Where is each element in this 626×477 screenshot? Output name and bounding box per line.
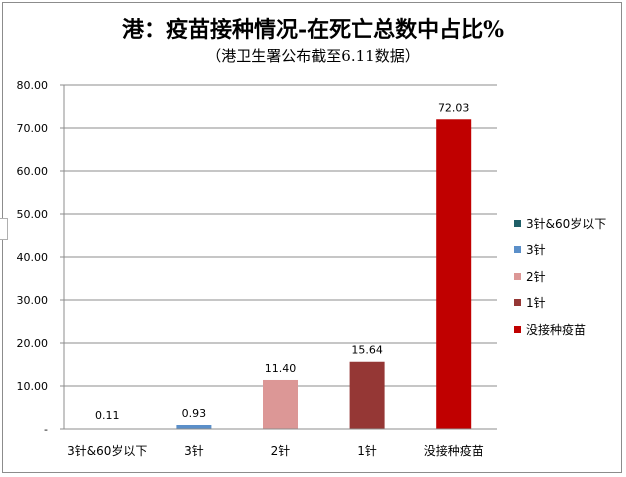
legend-swatch <box>514 246 521 253</box>
legend-swatch <box>514 299 521 306</box>
legend-item: 3针 <box>514 241 606 259</box>
data-label: 0.93 <box>182 407 207 420</box>
legend-item: 3针&60岁以下 <box>514 214 606 232</box>
y-tick-label: 70.00 <box>17 122 49 135</box>
category-label: 2针 <box>271 443 291 458</box>
category-label: 3针 <box>184 443 204 458</box>
side-handle[interactable] <box>0 218 8 240</box>
category-label: 3针&60岁以下 <box>67 443 147 458</box>
y-tick-label: - <box>44 423 48 436</box>
y-tick-label: 50.00 <box>17 208 49 221</box>
y-tick-label: 20.00 <box>17 337 49 350</box>
legend-item: 1针 <box>514 294 606 312</box>
y-tick-label: 10.00 <box>17 380 49 393</box>
bar <box>349 361 385 429</box>
y-tick-label: 40.00 <box>17 251 49 264</box>
bar <box>263 379 298 429</box>
legend-label: 3针&60岁以下 <box>526 216 607 231</box>
legend-label: 3针 <box>526 243 546 257</box>
y-tick-label: 60.00 <box>17 165 49 178</box>
data-label: 72.03 <box>438 101 470 114</box>
y-tick-label: 30.00 <box>17 294 49 307</box>
legend-swatch <box>514 219 521 227</box>
data-label: 0.11 <box>95 409 120 422</box>
legend-label: 2针 <box>526 269 546 284</box>
chart-title: 港：疫苗接种情况-在死亡总数中占比% <box>121 17 505 43</box>
legend-swatch <box>514 325 521 333</box>
legend-label: 1针 <box>526 296 546 310</box>
legend-swatch <box>514 272 521 280</box>
data-label: 11.40 <box>265 362 297 375</box>
bar <box>176 425 212 429</box>
legend-label: 没接种疫苗 <box>526 322 587 337</box>
category-label: 没接种疫苗 <box>424 443 484 458</box>
chart-frame <box>2 2 622 473</box>
legend-item: 2针 <box>514 267 606 285</box>
data-label: 15.64 <box>351 344 383 357</box>
chart-subtitle: （港卫生署公布截至6.11数据） <box>206 47 420 65</box>
legend-item: 没接种疫苗 <box>514 320 606 338</box>
chart-legend: 3针&60岁以下 3针 2针 1针 没接种疫苗 <box>514 214 606 347</box>
y-tick-label: 80.00 <box>17 79 49 92</box>
bar <box>436 119 472 430</box>
category-label: 1针 <box>357 443 377 458</box>
